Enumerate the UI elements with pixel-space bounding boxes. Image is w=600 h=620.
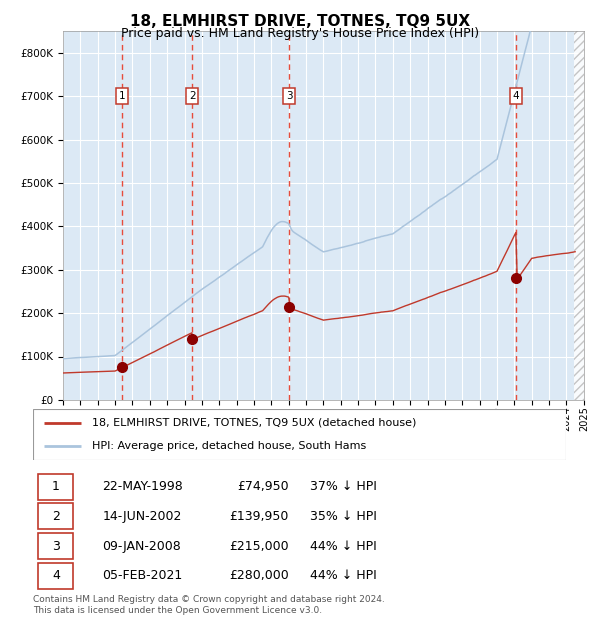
Text: 35% ↓ HPI: 35% ↓ HPI [310,510,377,523]
Text: 3: 3 [286,91,293,101]
Text: HPI: Average price, detached house, South Hams: HPI: Average price, detached house, Sout… [92,441,366,451]
Text: 37% ↓ HPI: 37% ↓ HPI [310,480,377,493]
Text: £280,000: £280,000 [229,570,289,582]
Text: 18, ELMHIRST DRIVE, TOTNES, TQ9 5UX (detached house): 18, ELMHIRST DRIVE, TOTNES, TQ9 5UX (det… [92,418,416,428]
Text: 44% ↓ HPI: 44% ↓ HPI [310,540,377,552]
Text: 18, ELMHIRST DRIVE, TOTNES, TQ9 5UX: 18, ELMHIRST DRIVE, TOTNES, TQ9 5UX [130,14,470,29]
Text: 1: 1 [119,91,125,101]
Text: This data is licensed under the Open Government Licence v3.0.: This data is licensed under the Open Gov… [33,606,322,616]
Text: 14-JUN-2002: 14-JUN-2002 [102,510,182,523]
Text: 4: 4 [513,91,520,101]
Text: Contains HM Land Registry data © Crown copyright and database right 2024.: Contains HM Land Registry data © Crown c… [33,595,385,604]
FancyBboxPatch shape [38,474,73,500]
FancyBboxPatch shape [38,533,73,559]
Text: Price paid vs. HM Land Registry's House Price Index (HPI): Price paid vs. HM Land Registry's House … [121,27,479,40]
Text: 3: 3 [52,540,60,552]
Text: 1: 1 [52,480,60,493]
FancyBboxPatch shape [33,409,566,460]
Text: 44% ↓ HPI: 44% ↓ HPI [310,570,377,582]
Text: 2: 2 [52,510,60,523]
Text: 2: 2 [189,91,196,101]
Text: 22-MAY-1998: 22-MAY-1998 [102,480,183,493]
FancyBboxPatch shape [38,563,73,589]
Bar [574,31,584,400]
Text: £139,950: £139,950 [229,510,289,523]
Text: 4: 4 [52,570,60,582]
Text: £215,000: £215,000 [229,540,289,552]
Text: £74,950: £74,950 [237,480,289,493]
Text: 05-FEB-2021: 05-FEB-2021 [102,570,182,582]
Text: 09-JAN-2008: 09-JAN-2008 [102,540,181,552]
FancyBboxPatch shape [38,503,73,529]
